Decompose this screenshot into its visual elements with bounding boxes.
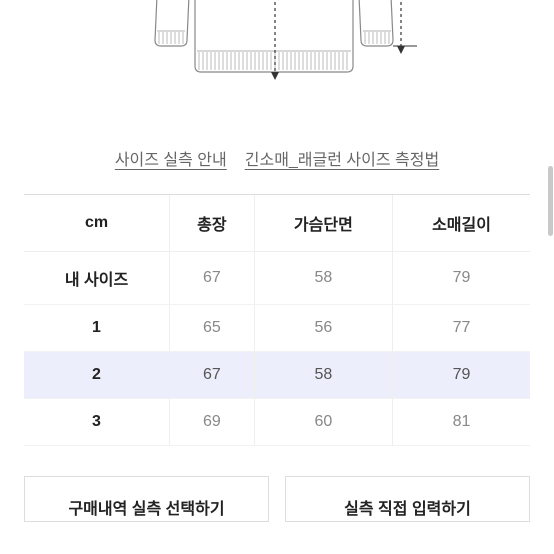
table-cell: 79 [393,352,530,399]
size-guide-link[interactable]: 사이즈 실측 안내 [115,146,227,170]
guide-links: 사이즈 실측 안내 긴소매_래글런 사이즈 측정법 [24,146,530,170]
table-cell: 58 [254,352,392,399]
column-header: 가슴단면 [254,195,392,252]
garment-diagram [24,0,530,106]
table-cell: 67 [170,252,255,305]
table-cell: 69 [170,399,255,446]
table-row[interactable]: 1655677 [24,305,530,352]
column-header: 총장 [170,195,255,252]
size-table: cm 총장 가슴단면 소매길이 내 사이즈6758791655677267587… [24,194,530,446]
row-label: 3 [24,399,170,446]
table-row[interactable]: 3696081 [24,399,530,446]
unit-header: cm [24,195,170,252]
column-header: 소매길이 [393,195,530,252]
row-label: 내 사이즈 [24,252,170,305]
table-cell: 56 [254,305,392,352]
table-cell: 79 [393,252,530,305]
table-cell: 67 [170,352,255,399]
manual-input-button[interactable]: 실측 직접 입력하기 [285,476,530,522]
table-row[interactable]: 2675879 [24,352,530,399]
table-cell: 77 [393,305,530,352]
table-cell: 60 [254,399,392,446]
table-row[interactable]: 내 사이즈675879 [24,252,530,305]
raglan-guide-link[interactable]: 긴소매_래글런 사이즈 측정법 [245,146,439,170]
table-cell: 81 [393,399,530,446]
row-label: 1 [24,305,170,352]
table-cell: 65 [170,305,255,352]
table-cell: 58 [254,252,392,305]
action-buttons: 구매내역 실측 선택하기 실측 직접 입력하기 [24,476,530,522]
select-purchase-button[interactable]: 구매내역 실측 선택하기 [24,476,269,522]
scrollbar-thumb[interactable] [548,166,553,236]
row-label: 2 [24,352,170,399]
